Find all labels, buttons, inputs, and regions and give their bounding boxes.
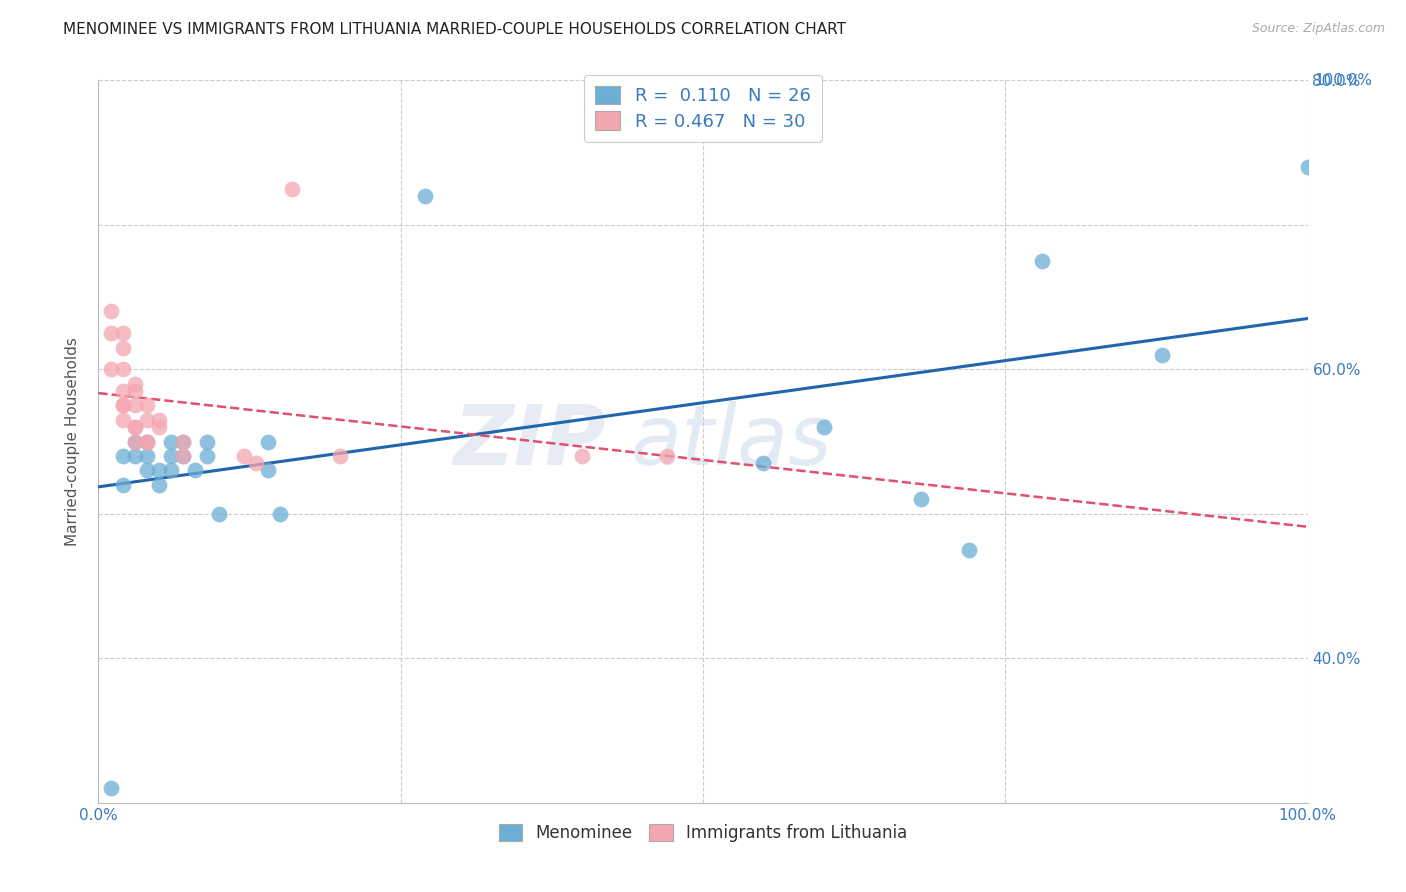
Point [281, 182, 304, 196]
Point [232, 449, 254, 463]
Point [135, 413, 157, 427]
Point [195, 434, 218, 449]
Point [111, 341, 134, 355]
Point [135, 434, 157, 449]
Point [111, 384, 134, 398]
Point [135, 434, 157, 449]
Point [172, 434, 194, 449]
Point [208, 507, 231, 521]
Point [256, 434, 278, 449]
Text: MENOMINEE VS IMMIGRANTS FROM LITHUANIA MARRIED-COUPLE HOUSEHOLDS CORRELATION CHA: MENOMINEE VS IMMIGRANTS FROM LITHUANIA M… [63, 22, 846, 37]
Point [571, 449, 593, 463]
Point [172, 449, 194, 463]
Point [111, 398, 134, 412]
Point [124, 434, 146, 449]
Point [1152, 348, 1174, 362]
Point [124, 376, 146, 391]
Point [957, 542, 980, 557]
Point [160, 434, 183, 449]
Point [329, 449, 352, 463]
Point [256, 463, 278, 477]
Point [172, 434, 194, 449]
Point [184, 463, 207, 477]
Point [135, 398, 157, 412]
Point [1031, 253, 1053, 268]
Point [148, 463, 170, 477]
Text: 100.0%: 100.0% [1315, 73, 1372, 87]
Point [111, 398, 134, 412]
Point [910, 492, 932, 507]
Point [148, 420, 170, 434]
Point [752, 456, 775, 470]
Point [124, 449, 146, 463]
Text: Source: ZipAtlas.com: Source: ZipAtlas.com [1251, 22, 1385, 36]
Point [813, 420, 835, 434]
Point [124, 420, 146, 434]
Point [124, 384, 146, 398]
Point [124, 420, 146, 434]
Point [111, 449, 134, 463]
Point [100, 781, 122, 796]
Point [1296, 160, 1319, 174]
Point [269, 507, 291, 521]
Point [413, 189, 436, 203]
Legend: Menominee, Immigrants from Lithuania: Menominee, Immigrants from Lithuania [489, 814, 917, 852]
Point [111, 413, 134, 427]
Point [160, 449, 183, 463]
Point [124, 398, 146, 412]
Point [111, 478, 134, 492]
Point [111, 362, 134, 376]
Point [655, 449, 678, 463]
Text: ZIP: ZIP [454, 401, 606, 482]
Point [135, 463, 157, 477]
Point [160, 463, 183, 477]
Point [135, 449, 157, 463]
Point [195, 449, 218, 463]
Point [111, 326, 134, 340]
Point [172, 449, 194, 463]
Point [100, 304, 122, 318]
Point [148, 413, 170, 427]
Point [100, 326, 122, 340]
Point [124, 434, 146, 449]
Y-axis label: Married-couple Households: Married-couple Households [65, 337, 80, 546]
Point [148, 478, 170, 492]
Text: atlas: atlas [630, 401, 832, 482]
Point [135, 434, 157, 449]
Point [100, 362, 122, 376]
Point [245, 456, 267, 470]
